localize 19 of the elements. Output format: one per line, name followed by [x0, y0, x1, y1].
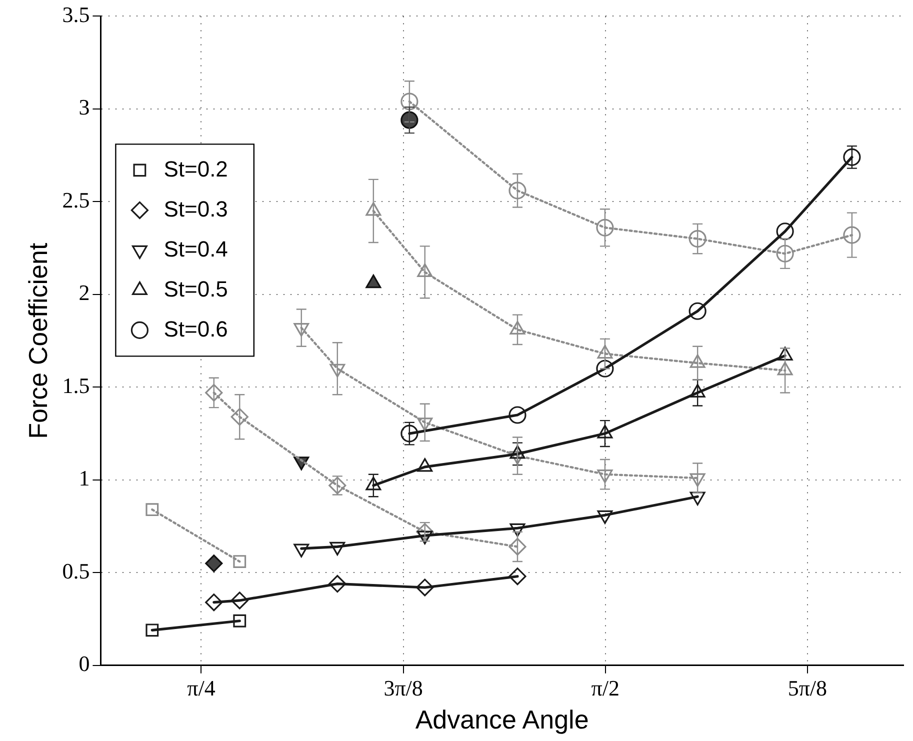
legend-label: St=0.6 [164, 316, 228, 342]
y-tick-label: 1 [78, 466, 90, 491]
x-tick-label: 5π/8 [788, 675, 828, 700]
y-tick-label: 0.5 [62, 558, 90, 584]
x-axis-title: Advance Angle [415, 704, 589, 735]
y-tick-label: 2.5 [62, 187, 90, 212]
legend-label: St=0.4 [164, 236, 228, 262]
y-tick-label: 3.5 [62, 2, 90, 27]
x-tick-label: 3π/8 [384, 675, 423, 700]
y-tick-label: 0 [78, 651, 90, 676]
x-tick-label: π/4 [187, 675, 216, 700]
y-tick-label: 2 [78, 280, 90, 306]
legend-label: St=0.5 [164, 276, 228, 302]
legend-label: St=0.2 [164, 156, 228, 182]
y-tick-label: 3 [78, 94, 90, 120]
x-tick-label: π/2 [591, 675, 620, 700]
y-tick-label: 1.5 [62, 372, 90, 398]
legend-label: St=0.3 [164, 196, 228, 222]
y-axis-title: Force Coefficient [22, 242, 53, 439]
